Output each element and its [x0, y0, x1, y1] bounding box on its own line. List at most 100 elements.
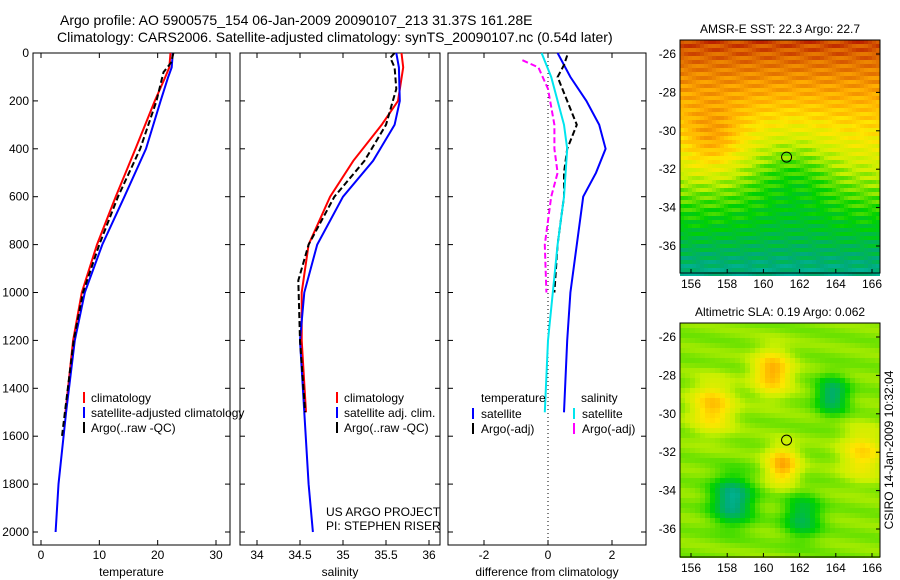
- map-cell: [760, 428, 765, 433]
- map-cell: [805, 393, 810, 398]
- map-cell: [856, 124, 860, 128]
- map-cell: [840, 184, 844, 188]
- map-cell: [872, 60, 876, 64]
- map-cell: [870, 513, 875, 518]
- map-cell: [868, 96, 872, 100]
- map-cell: [708, 232, 712, 236]
- map-cell: [690, 358, 695, 363]
- map-cell: [760, 172, 764, 176]
- map-cell: [776, 148, 780, 152]
- map-cell: [695, 438, 700, 443]
- map-cell: [772, 244, 776, 248]
- map-cell: [780, 184, 784, 188]
- map-cell: [690, 438, 695, 443]
- map-cell: [770, 478, 775, 483]
- map-cell: [816, 216, 820, 220]
- map-cell: [855, 488, 860, 493]
- map-cell: [800, 44, 804, 48]
- map-cell: [712, 256, 716, 260]
- map-cell: [756, 136, 760, 140]
- map-cell: [860, 256, 864, 260]
- map-cell: [830, 378, 835, 383]
- map-cell: [815, 488, 820, 493]
- map-cell: [835, 388, 840, 393]
- map-cell: [775, 343, 780, 348]
- map-cell: [872, 136, 876, 140]
- map-cell: [708, 44, 712, 48]
- map-cell: [680, 224, 684, 228]
- map-cell: [684, 112, 688, 116]
- map-cell: [730, 493, 735, 498]
- map-cell: [848, 136, 852, 140]
- map-cell: [705, 468, 710, 473]
- map-cell: [832, 220, 836, 224]
- map-cell: [680, 538, 685, 543]
- map-cell: [808, 88, 812, 92]
- map-cell: [865, 423, 870, 428]
- map-cell: [705, 523, 710, 528]
- map-cell: [712, 168, 716, 172]
- map-cell: [764, 224, 768, 228]
- map-cell: [736, 72, 740, 76]
- map-cell: [710, 533, 715, 538]
- map-cell: [748, 196, 752, 200]
- map-cell: [860, 268, 864, 272]
- map-cell: [756, 76, 760, 80]
- map-cell: [860, 240, 864, 244]
- map-cell: [848, 148, 852, 152]
- map-cell: [768, 120, 772, 124]
- map-cell: [815, 398, 820, 403]
- map-cell: [692, 192, 696, 196]
- map-cell: [864, 232, 868, 236]
- map-cell: [820, 236, 824, 240]
- map-cell: [720, 100, 724, 104]
- map-cell: [872, 84, 876, 88]
- map-cell: [715, 518, 720, 523]
- map-cell: [735, 513, 740, 518]
- map-cell: [848, 172, 852, 176]
- map-cell: [788, 216, 792, 220]
- map-cell: [736, 48, 740, 52]
- map-cell: [864, 152, 868, 156]
- map-cell: [685, 378, 690, 383]
- map-cell: [825, 523, 830, 528]
- map-cell: [815, 328, 820, 333]
- map-cell: [735, 388, 740, 393]
- map-cell: [720, 418, 725, 423]
- map-cell: [840, 548, 845, 553]
- map-cell: [680, 100, 684, 104]
- map-cell: [688, 148, 692, 152]
- map-cell: [740, 140, 744, 144]
- map-cell: [845, 493, 850, 498]
- map-cell: [772, 148, 776, 152]
- map-cell: [755, 403, 760, 408]
- map-cell: [796, 104, 800, 108]
- map-cell: [812, 200, 816, 204]
- map-cell: [720, 463, 725, 468]
- map-cell: [772, 172, 776, 176]
- map-cell: [748, 240, 752, 244]
- map-cell: [772, 228, 776, 232]
- map-cell: [832, 176, 836, 180]
- map-cell: [800, 156, 804, 160]
- map-cell: [750, 463, 755, 468]
- map-cell: [760, 76, 764, 80]
- map-cell: [768, 224, 772, 228]
- map-cell: [780, 112, 784, 116]
- map-cell: [870, 493, 875, 498]
- map-cell: [815, 438, 820, 443]
- map-cell: [692, 204, 696, 208]
- map-cell: [800, 423, 805, 428]
- map-cell: [825, 358, 830, 363]
- map-cell: [876, 180, 880, 184]
- map-cell: [875, 543, 880, 548]
- map-cell: [805, 428, 810, 433]
- map-cell: [865, 478, 870, 483]
- map-cell: [736, 64, 740, 68]
- map-cell: [688, 216, 692, 220]
- map-cell: [750, 333, 755, 338]
- map-cell: [752, 208, 756, 212]
- map-cell: [840, 508, 845, 513]
- map-cell: [708, 172, 712, 176]
- map-cell: [840, 538, 845, 543]
